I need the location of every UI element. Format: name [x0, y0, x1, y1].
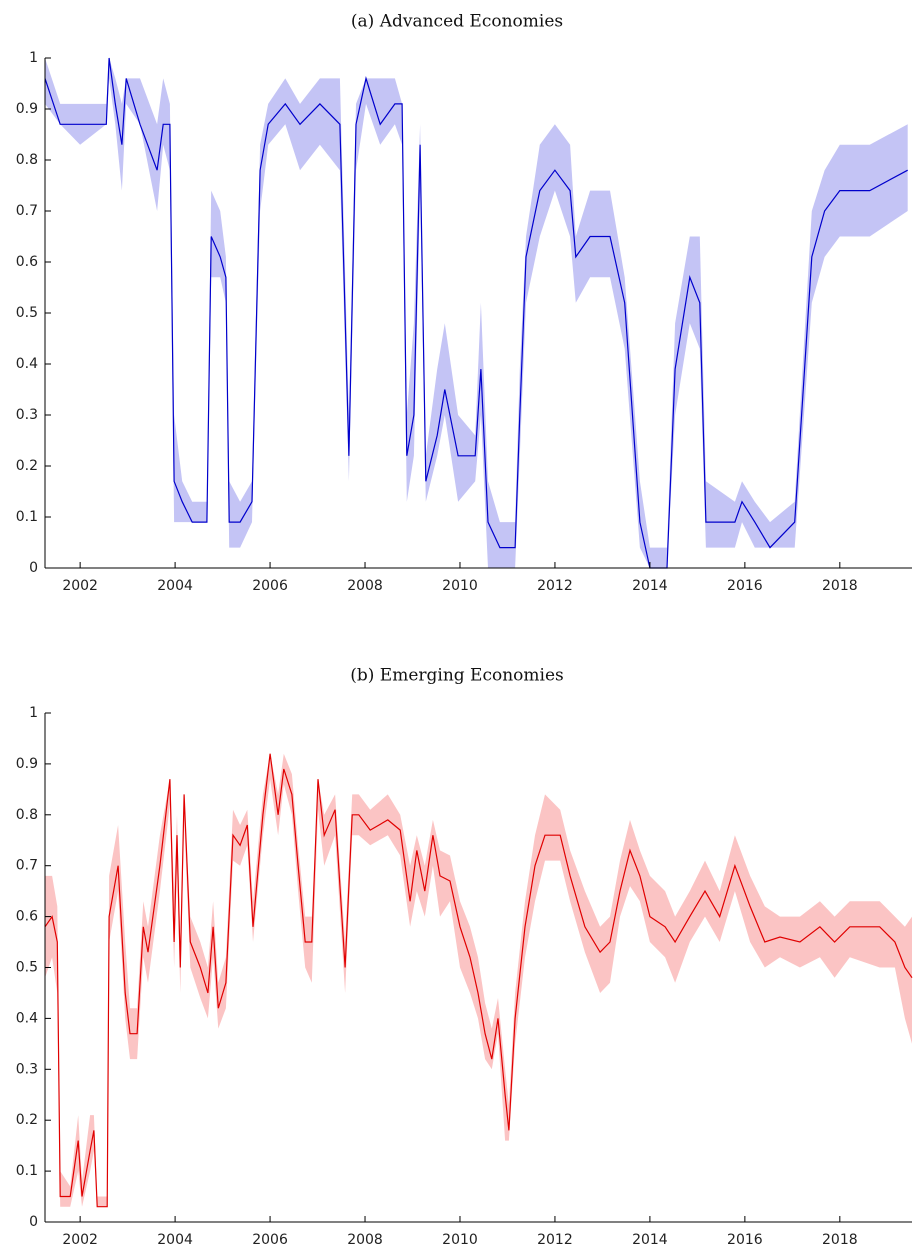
confidence-band — [45, 753, 912, 1207]
y-tick-label: 0.6 — [16, 909, 38, 925]
x-tick-label: 2008 — [347, 578, 383, 594]
y-tick-label: 0.2 — [16, 458, 38, 474]
y-tick-label: 0.9 — [16, 756, 38, 772]
x-tick-label: 2014 — [632, 1232, 668, 1248]
y-tick-label: 0.1 — [16, 509, 38, 525]
x-tick-label: 2010 — [442, 578, 478, 594]
y-tick-label: 1 — [29, 705, 38, 721]
series-line — [44, 57, 908, 569]
y-tick-label: 0.7 — [16, 858, 38, 874]
series-line — [44, 753, 913, 1208]
y-tick-label: 0.7 — [16, 203, 38, 219]
x-tick-label: 2006 — [252, 578, 288, 594]
y-tick-label: 1 — [29, 50, 38, 66]
x-tick-label: 2012 — [537, 1232, 573, 1248]
x-tick-label: 2002 — [62, 578, 98, 594]
x-tick-label: 2008 — [347, 1232, 383, 1248]
panel-title: (b) Emerging Economies — [350, 666, 564, 686]
x-tick-label: 2004 — [157, 578, 193, 594]
x-tick-label: 2018 — [822, 578, 858, 594]
y-tick-label: 0.4 — [16, 1010, 38, 1026]
x-tick-label: 2012 — [537, 578, 573, 594]
y-tick-label: 0.8 — [16, 152, 38, 168]
x-tick-label: 2016 — [727, 1232, 763, 1248]
x-tick-label: 2006 — [252, 1232, 288, 1248]
y-tick-label: 0.8 — [16, 807, 38, 823]
y-tick-label: 0.5 — [16, 960, 38, 976]
y-tick-label: 0.3 — [16, 407, 38, 423]
y-tick-label: 0.2 — [16, 1112, 38, 1128]
x-tick-label: 2002 — [62, 1232, 98, 1248]
y-tick-label: 0.1 — [16, 1163, 38, 1179]
y-tick-label: 0.3 — [16, 1061, 38, 1077]
confidence-band — [45, 58, 908, 568]
panel-title: (a) Advanced Economies — [351, 12, 563, 32]
x-tick-label: 2010 — [442, 1232, 478, 1248]
y-tick-label: 0.4 — [16, 356, 38, 372]
y-tick-label: 0 — [29, 1214, 38, 1230]
x-tick-label: 2004 — [157, 1232, 193, 1248]
x-tick-label: 2016 — [727, 578, 763, 594]
x-tick-label: 2018 — [822, 1232, 858, 1248]
y-tick-label: 0.9 — [16, 101, 38, 117]
x-tick-label: 2014 — [632, 578, 668, 594]
y-tick-label: 0.6 — [16, 254, 38, 270]
y-tick-label: 0 — [29, 560, 38, 576]
y-tick-label: 0.5 — [16, 305, 38, 321]
